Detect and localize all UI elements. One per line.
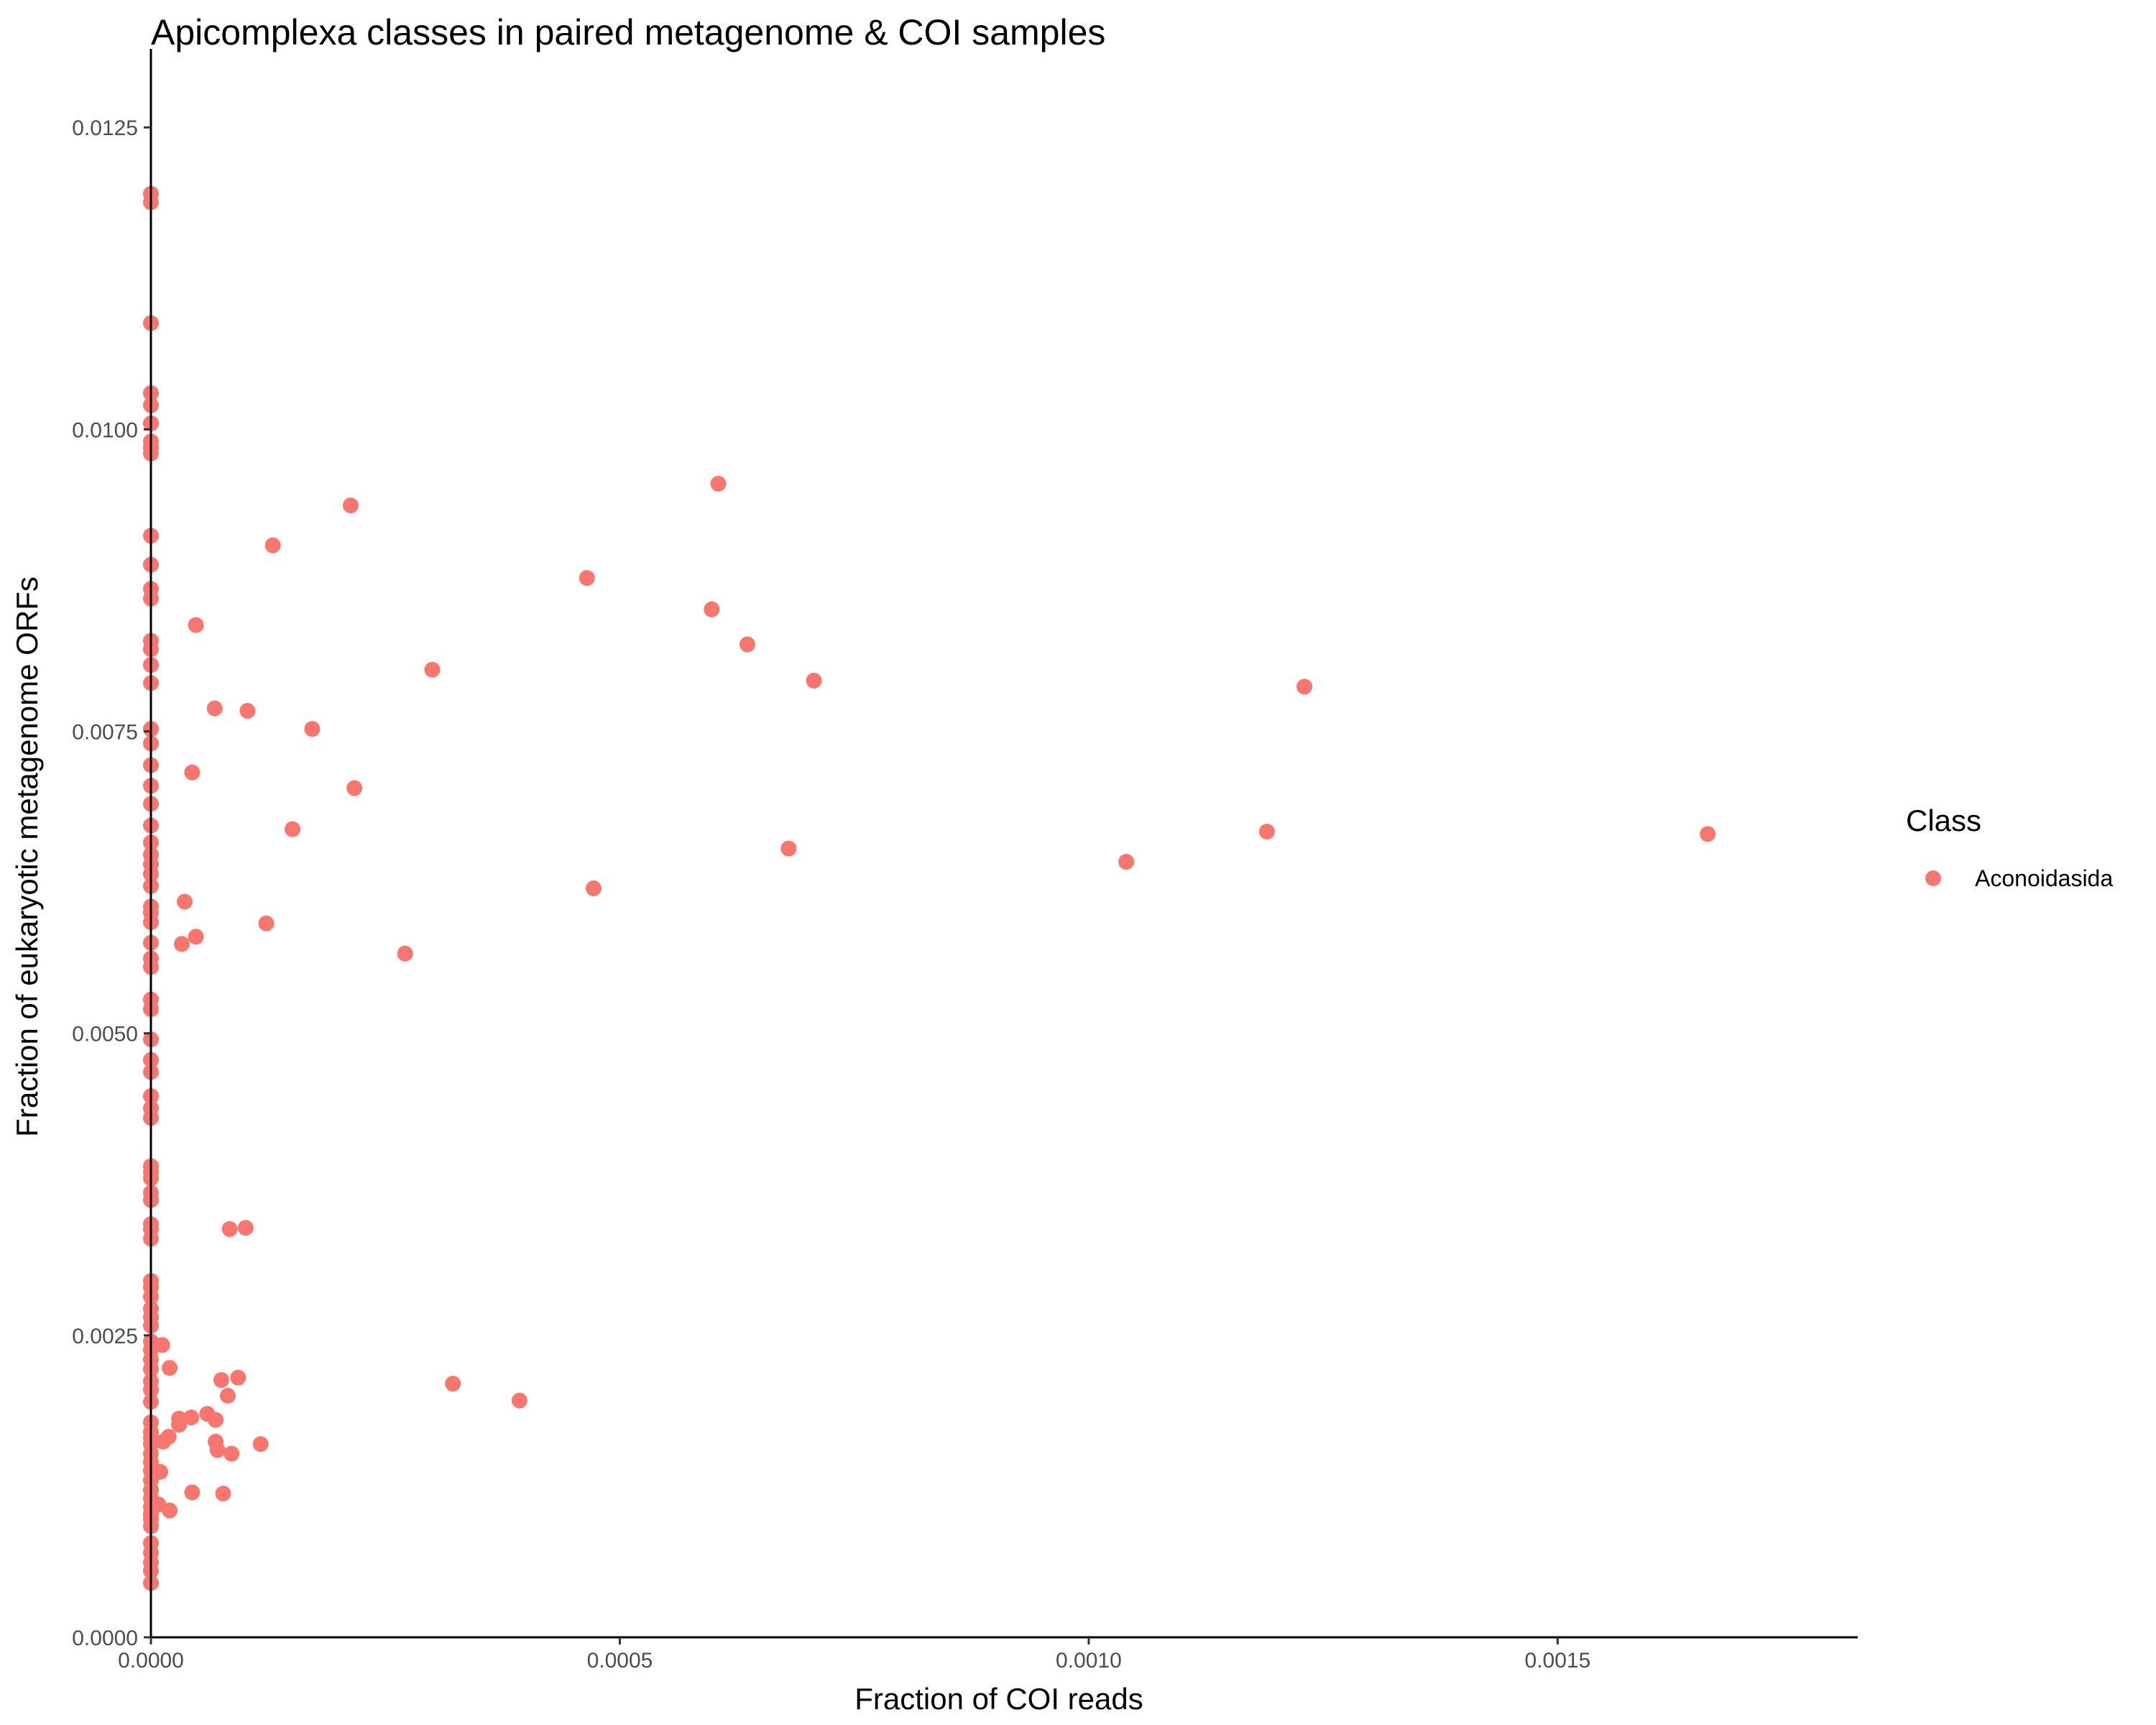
data-point xyxy=(162,1502,178,1519)
y-ticks: 0.0000 0.0025 0.0050 0.0075 0.0100 0.0125 xyxy=(72,116,151,1650)
data-point xyxy=(162,1360,178,1376)
x-tick-label: 0.0000 xyxy=(118,1649,184,1673)
chart-title: Apicomplexa classes in paired metagenome… xyxy=(151,12,1105,52)
legend-title: Class xyxy=(1906,804,1981,837)
data-point xyxy=(237,1220,254,1236)
data-point xyxy=(208,1412,224,1428)
y-tick-label: 0.0075 xyxy=(72,721,138,745)
y-tick-label: 0.0100 xyxy=(72,418,138,442)
data-point xyxy=(221,1220,238,1237)
data-point xyxy=(258,915,275,932)
data-point xyxy=(704,601,720,617)
x-tick-label: 0.0015 xyxy=(1525,1649,1591,1673)
data-point xyxy=(1258,824,1275,840)
data-point xyxy=(224,1445,240,1462)
x-ticks: 0.0000 0.0005 0.0010 0.0015 xyxy=(118,1637,1590,1673)
y-tick-label: 0.0050 xyxy=(72,1023,138,1046)
data-point xyxy=(183,1409,200,1426)
data-point xyxy=(346,780,363,796)
data-point xyxy=(176,893,193,910)
data-point xyxy=(188,929,204,945)
data-point xyxy=(252,1436,269,1453)
data-point xyxy=(1296,678,1313,695)
data-point xyxy=(184,764,201,781)
data-point xyxy=(220,1387,236,1404)
x-tick-label: 0.0005 xyxy=(587,1649,653,1673)
y-tick-label: 0.0125 xyxy=(72,116,138,140)
data-point xyxy=(780,840,797,857)
data-point xyxy=(171,1417,188,1433)
data-point xyxy=(397,945,413,962)
data-point xyxy=(264,537,281,553)
data-point xyxy=(174,936,190,952)
data-point xyxy=(585,880,602,897)
points-layer xyxy=(143,185,1716,1591)
data-point xyxy=(342,497,359,514)
data-point xyxy=(209,1442,226,1458)
data-point xyxy=(1118,854,1135,870)
data-point xyxy=(710,476,727,492)
data-point xyxy=(154,1337,170,1353)
data-point xyxy=(215,1486,231,1502)
data-point xyxy=(806,672,822,689)
data-point xyxy=(239,702,256,719)
data-point xyxy=(445,1376,461,1392)
data-point xyxy=(304,721,321,737)
data-point xyxy=(184,1484,201,1501)
axes-layer xyxy=(149,49,1858,1639)
legend-key-aconoidasida xyxy=(1925,870,1941,886)
y-tick-label: 0.0025 xyxy=(72,1325,138,1348)
y-axis-label: Fraction of eukaryotic metagenome ORFs xyxy=(10,576,44,1137)
legend-label-aconoidasida: Aconoidasida xyxy=(1975,865,2113,891)
data-point xyxy=(739,636,755,653)
data-point xyxy=(230,1369,247,1386)
data-point xyxy=(1700,826,1716,842)
data-point xyxy=(424,661,441,678)
data-point xyxy=(206,700,223,717)
data-point xyxy=(152,1463,169,1480)
data-point xyxy=(511,1392,528,1409)
data-point xyxy=(579,570,595,586)
legend: Class Aconoidasida xyxy=(1906,804,2113,891)
x-tick-label: 0.0010 xyxy=(1056,1649,1122,1673)
x-axis-label: Fraction of COI reads xyxy=(854,1682,1143,1716)
data-point xyxy=(285,821,301,837)
y-tick-label: 0.0000 xyxy=(72,1627,138,1650)
data-point xyxy=(213,1372,229,1389)
data-point xyxy=(155,1433,171,1450)
data-point xyxy=(188,617,204,633)
